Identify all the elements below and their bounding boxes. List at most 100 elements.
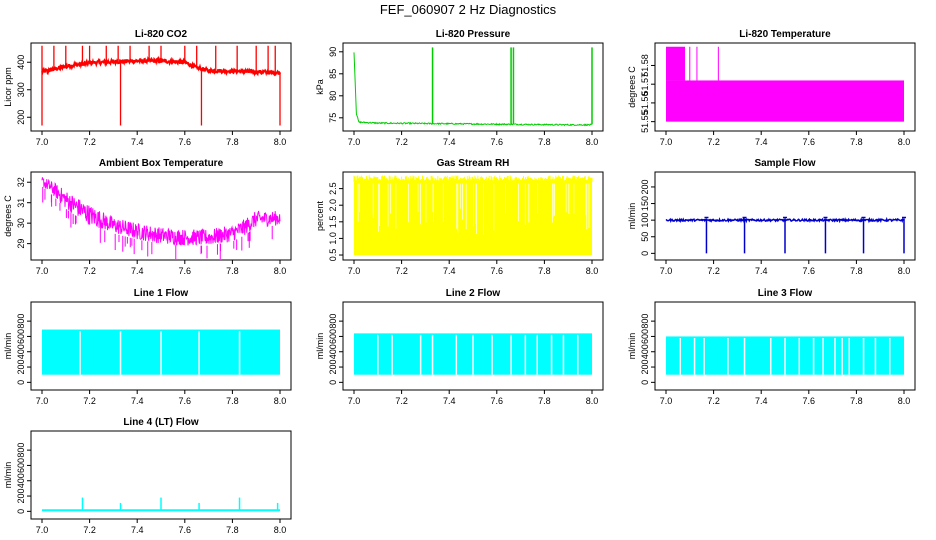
x-tick-label: 7.4 [131, 266, 144, 276]
x-tick-label: 8.0 [898, 137, 911, 147]
x-tick-label: 7.6 [179, 266, 192, 276]
plot-frame [342, 171, 604, 261]
x-tick-label: 8.0 [274, 266, 287, 276]
y-tick-label: 85 [328, 69, 338, 79]
y-tick-label: 1.5 [328, 216, 338, 229]
x-tick-label: 7.0 [36, 137, 49, 147]
y-tick-label: 200 [16, 110, 26, 125]
y-tick-label: 2.5 [328, 182, 338, 195]
plot-frame [654, 301, 916, 391]
plot-frame [30, 42, 292, 132]
plot-frame [654, 171, 916, 261]
x-tick-label: 7.0 [36, 525, 49, 535]
y-tick-label: 90 [328, 47, 338, 57]
x-tick-label: 8.0 [274, 137, 287, 147]
y-tick-label: 0 [640, 251, 650, 256]
x-tick-label: 7.8 [538, 396, 551, 406]
y-tick-label: 75 [328, 113, 338, 123]
chart-title: Gas Stream RH [437, 158, 510, 169]
y-tick-label: 51.55 [640, 110, 650, 133]
chart-panel-line3: Line 3 Flow 7.0 7.2 7.4 7.6 7.8 8.0 0 2004006008… [627, 288, 916, 406]
band-fill [354, 181, 592, 256]
y-tick-label: 0.5 [328, 249, 338, 262]
x-tick-label: 7.2 [83, 525, 96, 535]
x-tick-label: 8.0 [898, 266, 911, 276]
y-axis-label: kPa [315, 79, 325, 95]
plot-area [41, 45, 281, 126]
y-tick-label: 0 [640, 380, 650, 385]
y-tick-label: 2.0 [328, 199, 338, 212]
y-tick-label: 51.56 [640, 92, 650, 115]
y-tick-label: 800 [328, 314, 338, 329]
series-line [41, 177, 281, 246]
chart-panel-line4: Line 4 (LT) Flow 7.0 7.2 7.4 7.6 7.8 8.0 0 20040… [3, 417, 292, 535]
y-tick-label: 80 [328, 91, 338, 101]
x-tick-label: 7.6 [803, 396, 816, 406]
y-tick-label: 0 [16, 380, 26, 385]
x-tick-label: 7.4 [443, 137, 456, 147]
x-tick-label: 7.6 [491, 137, 504, 147]
plot-area [666, 336, 904, 375]
y-tick-label: 400 [328, 344, 338, 359]
y-tick-label: 800 [16, 443, 26, 458]
plot-frame [342, 42, 604, 132]
x-tick-label: 7.2 [83, 137, 96, 147]
y-tick-label: 400 [640, 344, 650, 359]
band-upper-block [666, 46, 686, 81]
chart-panel-pressure: Li-820 Pressure 7.0 7.2 7.4 7.6 7.8 8.0 75 80 85 9… [315, 29, 604, 147]
x-tick-label: 7.0 [348, 137, 361, 147]
y-tick-label: 200 [328, 360, 338, 375]
y-axis-label: ml/min [315, 333, 325, 360]
chart-title: Ambient Box Temperature [99, 158, 224, 169]
plot-frame [654, 42, 916, 132]
y-axis-label: ml/min [3, 333, 13, 360]
x-tick-label: 7.6 [803, 137, 816, 147]
x-tick-label: 8.0 [586, 266, 599, 276]
y-tick-label: 32 [16, 177, 26, 187]
chart-title: Li-820 Pressure [436, 29, 511, 40]
x-tick-label: 7.2 [707, 396, 720, 406]
chart-title: Li-820 Temperature [739, 29, 831, 40]
y-tick-label: 0 [16, 509, 26, 514]
y-tick-label: 150 [640, 196, 650, 211]
x-tick-label: 7.0 [348, 396, 361, 406]
x-tick-label: 7.2 [395, 396, 408, 406]
y-tick-label: 29 [16, 239, 26, 249]
y-tick-label: 200 [640, 179, 650, 194]
y-tick-label: 400 [16, 55, 26, 70]
x-tick-label: 7.8 [850, 266, 863, 276]
plot-frame [30, 430, 292, 520]
plot-frame [342, 301, 604, 391]
chart-title: Line 1 Flow [134, 288, 189, 299]
figure-title: FEF_060907 2 Hz Diagnostics [380, 2, 557, 17]
y-axis-label: ml/min [627, 333, 637, 360]
chart-panel-co2: Li-820 CO2 7.0 7.2 7.4 7.6 7.8 8.0 200 300 400Lic… [3, 29, 292, 147]
x-tick-label: 7.0 [660, 137, 673, 147]
plot-area [42, 329, 280, 375]
x-tick-label: 7.4 [443, 266, 456, 276]
y-axis-label: degrees C [627, 66, 637, 108]
x-tick-label: 7.4 [131, 137, 144, 147]
x-tick-label: 7.0 [348, 266, 361, 276]
y-axis-label: percent [315, 200, 325, 231]
y-axis-label: ml/min [627, 203, 637, 230]
y-axis-label: degrees C [3, 195, 13, 237]
x-tick-label: 7.0 [36, 396, 49, 406]
x-tick-label: 7.0 [660, 266, 673, 276]
x-tick-label: 7.2 [707, 266, 720, 276]
x-tick-label: 8.0 [586, 137, 599, 147]
x-tick-label: 7.2 [707, 137, 720, 147]
plot-area [665, 216, 906, 254]
y-axis-label: Licor ppm [3, 67, 13, 107]
x-tick-label: 8.0 [898, 396, 911, 406]
y-tick-label: 400 [16, 473, 26, 488]
y-tick-label: 400 [16, 344, 26, 359]
band-noise [353, 175, 593, 182]
y-tick-label: 50 [640, 232, 650, 242]
y-tick-label: 31 [16, 198, 26, 208]
x-tick-label: 7.8 [226, 396, 239, 406]
x-tick-label: 7.8 [538, 137, 551, 147]
x-tick-label: 7.8 [226, 137, 239, 147]
plot-area [353, 47, 593, 127]
x-tick-label: 7.4 [755, 137, 768, 147]
